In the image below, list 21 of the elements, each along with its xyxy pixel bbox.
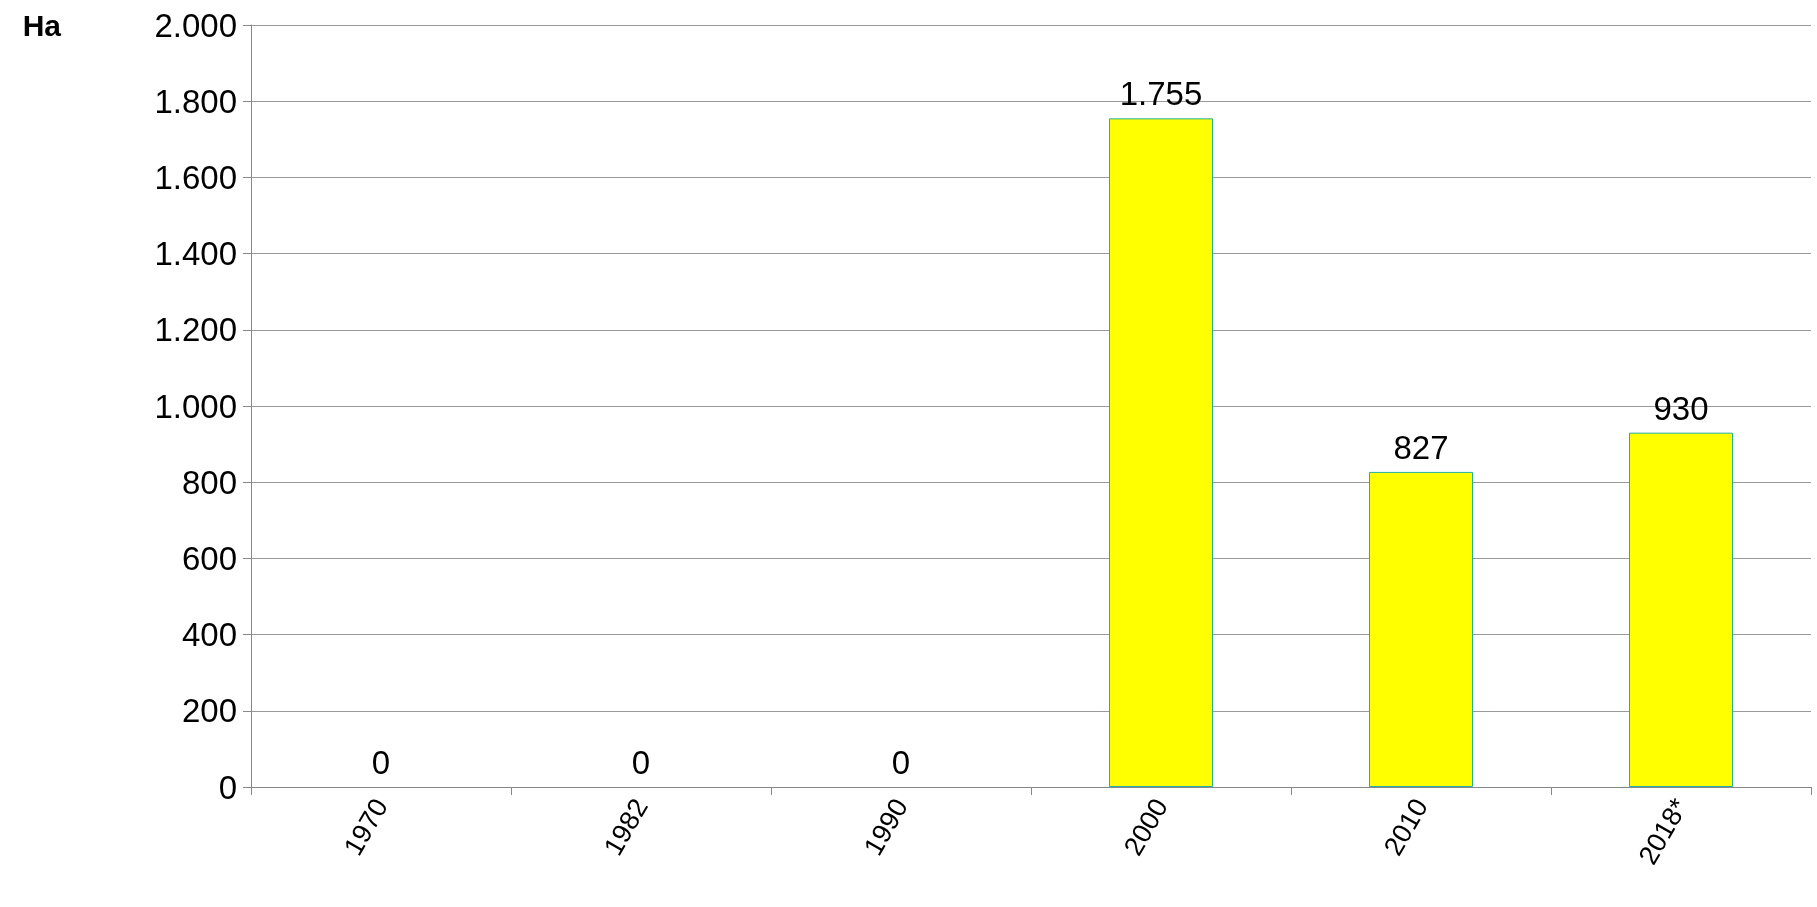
data-label: 930: [1653, 389, 1709, 427]
data-label: 0: [891, 744, 911, 781]
y-tick-label: 600: [181, 539, 237, 577]
data-label: 1.755: [1119, 75, 1203, 113]
y-tick-label: 1.000: [154, 387, 237, 425]
y-tick-label: 800: [181, 463, 237, 501]
data-label: 0: [631, 744, 651, 781]
y-tick-label: 2.000: [154, 6, 237, 44]
y-tick-label: 400: [181, 616, 237, 654]
bar: [1109, 118, 1213, 787]
y-tick-label: 0: [218, 768, 237, 806]
y-tick-label: 1.600: [154, 158, 237, 196]
y-axis-title: Ha: [22, 8, 62, 42]
bar: [1629, 432, 1733, 787]
data-label: 827: [1393, 428, 1449, 466]
y-tick-label: 1.400: [154, 235, 237, 273]
bar: [1369, 471, 1473, 787]
y-tick-label: 1.200: [154, 311, 237, 349]
data-label: 0: [371, 744, 391, 781]
y-tick-label: 200: [181, 692, 237, 730]
y-tick-label: 1.800: [154, 82, 237, 120]
